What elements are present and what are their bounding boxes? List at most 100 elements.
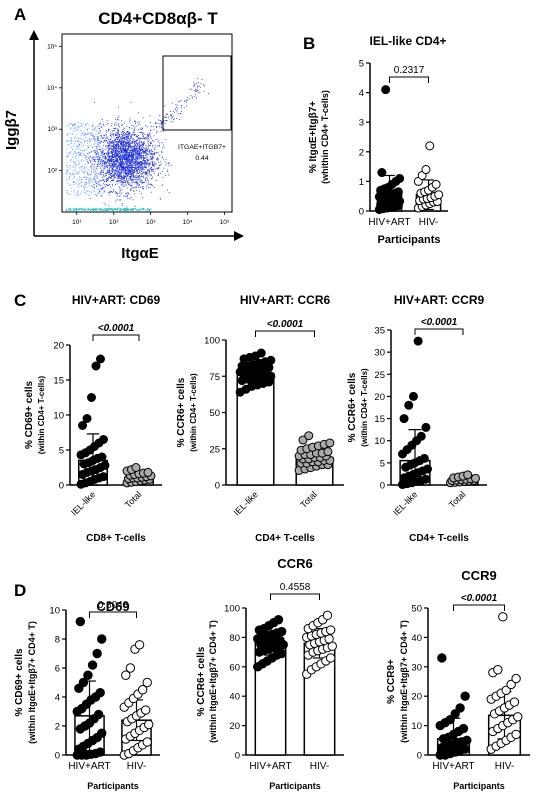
event-dot — [125, 155, 127, 157]
event-dot — [134, 134, 135, 136]
event-dot — [123, 209, 125, 211]
event-dot — [117, 161, 118, 163]
event-dot — [145, 171, 146, 173]
event-dot — [119, 175, 121, 177]
event-dot — [122, 147, 124, 149]
event-dot — [147, 160, 149, 162]
event-dot — [119, 126, 120, 128]
event-dot — [88, 178, 90, 180]
event-dot — [121, 170, 123, 172]
event-dot — [83, 149, 85, 151]
event-dot — [122, 154, 124, 156]
event-dot — [162, 176, 164, 178]
event-dot — [128, 142, 129, 143]
event-dot — [139, 209, 141, 211]
event-dot — [98, 192, 100, 194]
event-dot — [146, 126, 148, 128]
event-dot — [113, 153, 115, 155]
event-dot — [128, 126, 130, 128]
event-dot — [72, 172, 73, 174]
event-dots — [65, 78, 209, 211]
event-dot — [139, 123, 141, 125]
event-dot — [143, 151, 145, 153]
event-dot — [109, 145, 111, 147]
event-dot — [129, 169, 131, 171]
event-dot — [69, 172, 71, 174]
event-dot — [78, 209, 80, 211]
event-dot — [121, 156, 123, 158]
event-dot — [119, 154, 121, 156]
event-dot — [105, 153, 107, 155]
event-dot — [119, 187, 121, 189]
event-dot — [145, 209, 147, 211]
event-dot — [108, 191, 110, 193]
data-point — [458, 723, 469, 734]
event-dot — [101, 124, 103, 126]
event-dot — [111, 174, 113, 176]
event-dot — [158, 173, 160, 175]
event-dot — [157, 167, 159, 168]
event-dot — [127, 143, 129, 145]
event-dot — [132, 190, 134, 192]
event-dot — [135, 157, 137, 159]
event-dot — [81, 151, 83, 153]
event-dot — [159, 115, 161, 117]
event-dot — [99, 141, 101, 143]
event-dot — [121, 163, 123, 165]
event-dot — [147, 182, 149, 184]
event-dot — [133, 176, 134, 178]
event-dot — [139, 167, 141, 169]
data-point — [404, 400, 414, 410]
event-dot — [92, 136, 94, 138]
event-dot — [175, 103, 177, 105]
event-dot — [117, 146, 119, 147]
event-dot — [170, 115, 172, 117]
event-dot — [141, 151, 143, 153]
event-dot — [139, 144, 141, 146]
event-dot — [142, 137, 144, 139]
event-dot — [128, 138, 130, 140]
event-dot — [123, 182, 125, 184]
event-dot — [131, 152, 133, 154]
event-dot — [125, 160, 127, 162]
event-dot — [132, 125, 134, 127]
event-dot — [114, 149, 116, 150]
event-dot — [91, 178, 93, 180]
event-dot — [140, 167, 142, 169]
event-dot — [112, 179, 114, 181]
event-dot — [117, 146, 119, 148]
event-dot — [118, 115, 120, 117]
event-dot — [140, 148, 142, 150]
event-dot — [85, 164, 87, 165]
event-dot — [84, 209, 86, 211]
event-dot — [102, 209, 104, 211]
event-dot — [80, 122, 82, 124]
event-dot — [139, 138, 141, 140]
event-dot — [122, 139, 123, 141]
event-dot — [105, 162, 107, 164]
event-dot — [127, 132, 129, 134]
event-dot — [77, 159, 79, 161]
event-dot — [121, 184, 123, 186]
event-dot — [80, 166, 82, 167]
event-dot — [138, 166, 139, 168]
event-dot — [147, 168, 149, 170]
event-dot — [95, 182, 97, 184]
event-dot — [102, 151, 104, 153]
event-dot — [97, 137, 99, 139]
event-dot — [112, 143, 114, 145]
event-dot — [128, 162, 130, 163]
event-dot — [125, 150, 127, 152]
event-dot — [98, 152, 100, 154]
event-dot — [118, 151, 120, 153]
event-dot — [105, 131, 107, 133]
event-dot — [114, 209, 116, 211]
event-dot — [116, 144, 118, 146]
event-dot — [152, 144, 154, 146]
event-dot — [90, 178, 92, 180]
event-dot — [75, 152, 77, 154]
event-dot — [116, 155, 118, 156]
event-dot — [134, 147, 135, 149]
event-dot — [145, 148, 147, 150]
